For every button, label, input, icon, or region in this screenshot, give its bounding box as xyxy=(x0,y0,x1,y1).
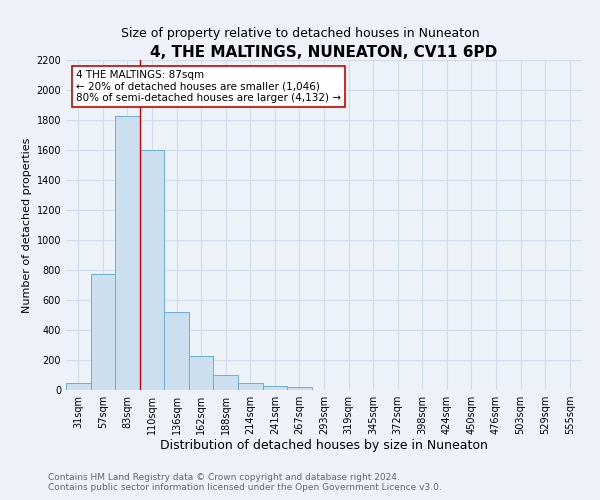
Text: Contains HM Land Registry data © Crown copyright and database right 2024.
Contai: Contains HM Land Registry data © Crown c… xyxy=(48,473,442,492)
Bar xyxy=(115,116,140,390)
Bar xyxy=(238,382,263,390)
Bar xyxy=(91,274,115,390)
Title: 4, THE MALTINGS, NUNEATON, CV11 6PD: 4, THE MALTINGS, NUNEATON, CV11 6PD xyxy=(151,45,497,60)
Bar xyxy=(287,387,312,390)
Bar xyxy=(214,375,238,390)
Bar xyxy=(263,386,287,390)
Text: 4 THE MALTINGS: 87sqm
← 20% of detached houses are smaller (1,046)
80% of semi-d: 4 THE MALTINGS: 87sqm ← 20% of detached … xyxy=(76,70,341,103)
Text: Size of property relative to detached houses in Nuneaton: Size of property relative to detached ho… xyxy=(121,28,479,40)
Bar xyxy=(140,150,164,390)
X-axis label: Distribution of detached houses by size in Nuneaton: Distribution of detached houses by size … xyxy=(160,438,488,452)
Y-axis label: Number of detached properties: Number of detached properties xyxy=(22,138,32,312)
Bar xyxy=(66,383,91,390)
Bar xyxy=(164,312,189,390)
Bar xyxy=(189,356,214,390)
